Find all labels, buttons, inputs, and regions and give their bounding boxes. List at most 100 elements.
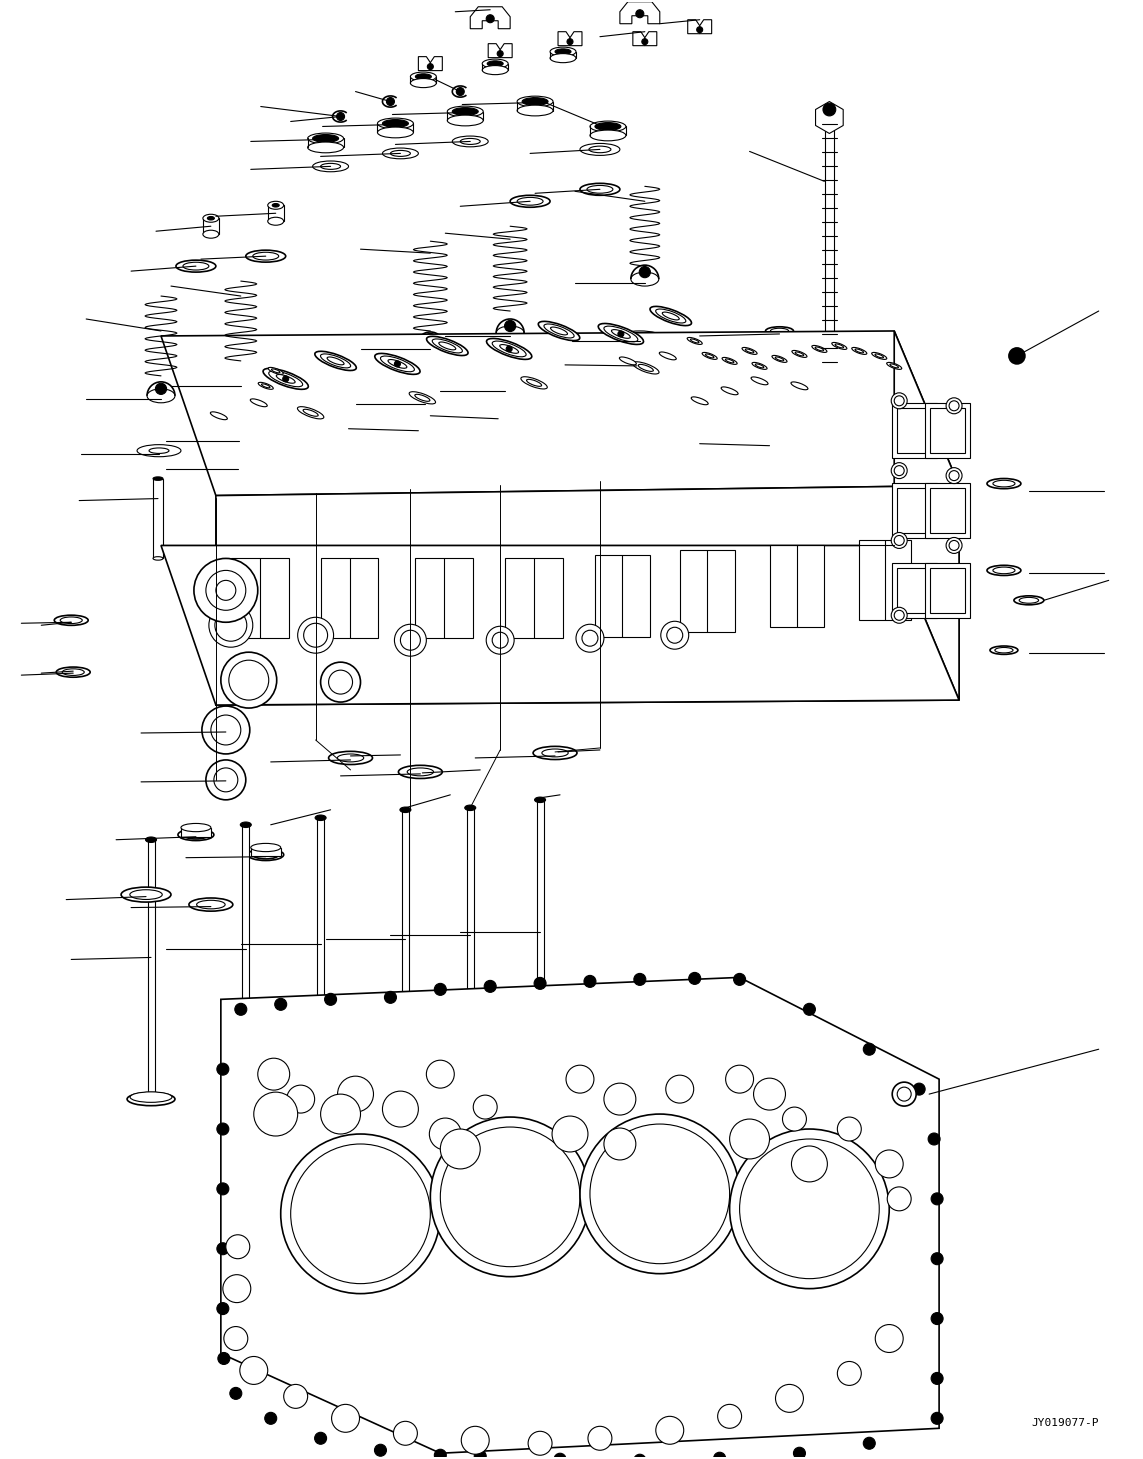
Ellipse shape — [153, 477, 163, 480]
Circle shape — [863, 1043, 876, 1055]
Ellipse shape — [377, 118, 414, 128]
Ellipse shape — [410, 79, 437, 88]
Ellipse shape — [303, 410, 318, 416]
Circle shape — [497, 51, 503, 57]
Ellipse shape — [253, 252, 279, 260]
Ellipse shape — [407, 767, 433, 776]
Circle shape — [287, 1085, 314, 1113]
Circle shape — [258, 1058, 289, 1090]
Ellipse shape — [612, 330, 630, 338]
Ellipse shape — [632, 359, 642, 363]
Bar — [680, 550, 735, 632]
Ellipse shape — [272, 204, 279, 207]
Ellipse shape — [766, 327, 793, 336]
Ellipse shape — [391, 150, 410, 156]
Ellipse shape — [721, 387, 738, 395]
Ellipse shape — [493, 489, 503, 492]
Circle shape — [713, 1452, 726, 1459]
Ellipse shape — [253, 851, 279, 859]
Bar — [892, 563, 936, 617]
Circle shape — [474, 1450, 486, 1459]
Ellipse shape — [890, 363, 898, 368]
Ellipse shape — [487, 61, 503, 67]
Circle shape — [325, 994, 336, 1005]
Ellipse shape — [772, 356, 788, 362]
Ellipse shape — [248, 849, 283, 861]
Ellipse shape — [775, 357, 784, 360]
Ellipse shape — [791, 382, 808, 390]
Circle shape — [234, 1004, 247, 1015]
Polygon shape — [894, 331, 959, 700]
Ellipse shape — [415, 74, 431, 79]
Circle shape — [584, 976, 596, 988]
Ellipse shape — [660, 352, 677, 360]
Circle shape — [224, 1326, 248, 1351]
Ellipse shape — [517, 96, 553, 107]
Circle shape — [425, 333, 435, 344]
Circle shape — [604, 1128, 636, 1160]
Circle shape — [214, 767, 238, 792]
Ellipse shape — [203, 231, 218, 238]
Bar — [860, 540, 911, 620]
Ellipse shape — [233, 464, 242, 467]
Circle shape — [486, 15, 494, 23]
Polygon shape — [488, 44, 501, 58]
Circle shape — [634, 973, 646, 985]
Ellipse shape — [313, 160, 349, 172]
Ellipse shape — [226, 1062, 265, 1072]
Bar — [231, 559, 289, 638]
Circle shape — [386, 98, 394, 105]
Ellipse shape — [990, 646, 1018, 655]
Circle shape — [209, 604, 253, 648]
Ellipse shape — [226, 376, 255, 390]
Circle shape — [838, 1118, 862, 1141]
Circle shape — [618, 331, 624, 337]
Circle shape — [320, 662, 360, 702]
Circle shape — [791, 1145, 828, 1182]
Circle shape — [689, 972, 701, 985]
Circle shape — [206, 570, 246, 610]
Circle shape — [434, 1449, 446, 1459]
Circle shape — [290, 1144, 431, 1284]
Circle shape — [590, 1123, 729, 1263]
Ellipse shape — [631, 273, 658, 286]
Ellipse shape — [269, 368, 283, 375]
Circle shape — [932, 1373, 943, 1385]
Bar — [242, 824, 249, 1069]
Circle shape — [634, 1455, 646, 1459]
Circle shape — [576, 624, 604, 652]
Ellipse shape — [517, 105, 553, 115]
Circle shape — [729, 1129, 889, 1288]
Bar — [892, 483, 936, 538]
Circle shape — [210, 715, 241, 746]
Circle shape — [217, 1303, 229, 1315]
Ellipse shape — [855, 349, 864, 353]
Ellipse shape — [722, 357, 737, 365]
Circle shape — [887, 1186, 911, 1211]
Bar — [897, 409, 932, 454]
Ellipse shape — [121, 887, 171, 902]
Ellipse shape — [527, 379, 542, 387]
Ellipse shape — [250, 398, 267, 407]
Circle shape — [456, 88, 464, 95]
Bar — [317, 818, 325, 1058]
Circle shape — [892, 533, 908, 549]
Circle shape — [383, 1091, 418, 1126]
Ellipse shape — [544, 324, 574, 338]
Circle shape — [493, 632, 509, 648]
Circle shape — [892, 607, 908, 623]
Ellipse shape — [149, 448, 169, 454]
Ellipse shape — [203, 214, 218, 222]
Ellipse shape — [656, 309, 686, 322]
Circle shape — [726, 1065, 753, 1093]
Ellipse shape — [815, 347, 824, 352]
Circle shape — [642, 39, 648, 45]
Circle shape — [473, 1096, 497, 1119]
Circle shape — [528, 1431, 552, 1455]
Ellipse shape — [207, 216, 215, 220]
Ellipse shape — [439, 341, 456, 350]
Ellipse shape — [551, 327, 568, 336]
Circle shape — [440, 1126, 580, 1266]
Ellipse shape — [836, 344, 844, 347]
Text: JY019077-P: JY019077-P — [1031, 1418, 1098, 1428]
